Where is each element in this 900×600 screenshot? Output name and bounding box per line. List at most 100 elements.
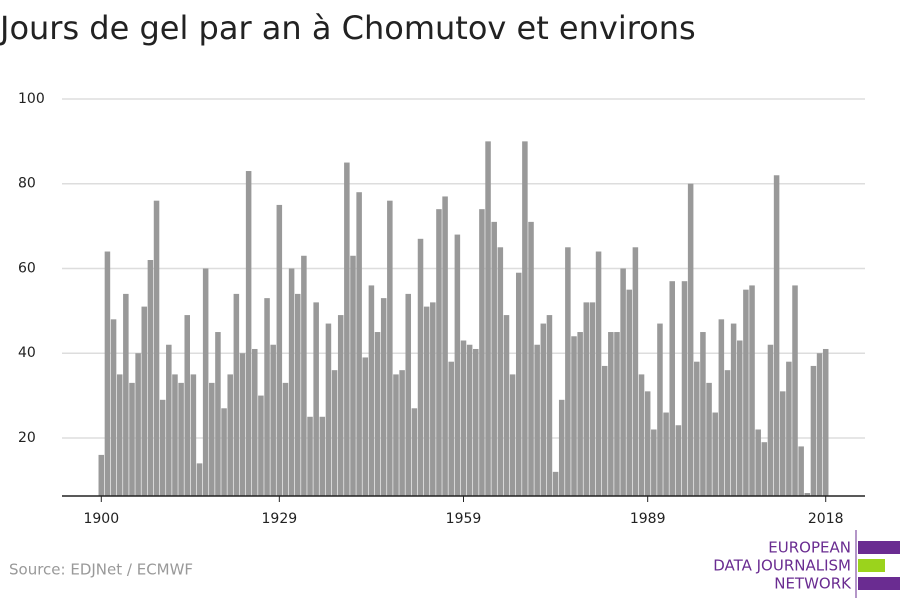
y-tick-label: 60 bbox=[18, 260, 36, 276]
bar bbox=[104, 251, 111, 496]
x-tick-label: 1900 bbox=[83, 511, 119, 527]
bar bbox=[98, 454, 105, 496]
bar bbox=[736, 340, 743, 496]
bar bbox=[387, 200, 393, 497]
bar bbox=[743, 289, 749, 496]
bar bbox=[767, 344, 774, 496]
bar bbox=[344, 162, 350, 496]
bar bbox=[196, 463, 203, 496]
bar bbox=[694, 361, 700, 496]
bar bbox=[307, 416, 313, 496]
bar bbox=[773, 175, 780, 496]
bar bbox=[810, 365, 817, 496]
bar bbox=[380, 298, 387, 496]
bar bbox=[245, 171, 252, 496]
source: Source: EDJNet / ECMWF bbox=[9, 561, 193, 579]
bar bbox=[571, 336, 577, 496]
bar bbox=[294, 293, 301, 496]
bar bbox=[497, 247, 504, 496]
x-tick-label: 1929 bbox=[262, 511, 298, 527]
bar bbox=[706, 382, 712, 496]
bar bbox=[374, 332, 381, 496]
bar bbox=[405, 293, 412, 496]
bar bbox=[546, 315, 553, 496]
bar bbox=[730, 323, 737, 496]
y-tick-label: 40 bbox=[18, 345, 36, 361]
bar bbox=[552, 471, 559, 496]
bar bbox=[123, 293, 129, 496]
bar bbox=[638, 374, 645, 496]
bar bbox=[442, 196, 448, 496]
bar bbox=[221, 408, 227, 496]
bar bbox=[669, 281, 675, 496]
bar bbox=[528, 221, 534, 497]
bar bbox=[491, 221, 497, 497]
bar bbox=[503, 315, 510, 496]
bar bbox=[337, 315, 344, 496]
bar bbox=[258, 395, 264, 496]
bar bbox=[540, 323, 547, 496]
bar bbox=[786, 361, 792, 496]
bar bbox=[644, 391, 651, 496]
bar bbox=[798, 446, 804, 496]
logo-bar bbox=[858, 577, 900, 590]
bar bbox=[301, 255, 307, 496]
bar bbox=[239, 353, 246, 496]
bar bbox=[436, 209, 442, 496]
bar bbox=[816, 353, 823, 496]
bar bbox=[423, 306, 430, 496]
bar bbox=[252, 348, 258, 496]
logo-bar bbox=[858, 541, 900, 554]
chart-title: Jours de gel par an à Chomutov et enviro… bbox=[0, 9, 696, 47]
bar bbox=[178, 382, 184, 496]
bar bbox=[319, 416, 326, 496]
bar bbox=[558, 399, 565, 496]
bar bbox=[399, 370, 405, 496]
bar bbox=[651, 429, 657, 496]
bar bbox=[724, 370, 731, 496]
bar bbox=[141, 306, 148, 496]
bar bbox=[460, 340, 467, 496]
bar bbox=[626, 289, 633, 496]
bar bbox=[110, 319, 117, 496]
bar bbox=[166, 344, 172, 496]
bar bbox=[264, 298, 270, 496]
bar bbox=[601, 365, 608, 496]
bar bbox=[657, 323, 663, 496]
bar bbox=[779, 391, 786, 496]
bar bbox=[331, 370, 338, 496]
bar bbox=[448, 361, 454, 496]
bar bbox=[534, 344, 540, 496]
bar bbox=[135, 353, 141, 496]
bar bbox=[700, 332, 706, 496]
bar bbox=[632, 247, 639, 496]
bar bbox=[276, 204, 283, 496]
bar bbox=[595, 251, 602, 496]
bar bbox=[202, 268, 209, 496]
bar bbox=[792, 285, 798, 496]
bar bbox=[614, 332, 620, 496]
bar bbox=[190, 374, 197, 496]
bar bbox=[215, 332, 221, 496]
bar bbox=[479, 209, 485, 496]
bar bbox=[411, 408, 418, 496]
bar bbox=[184, 315, 191, 496]
bar bbox=[227, 374, 233, 496]
bar bbox=[755, 429, 761, 496]
bar bbox=[325, 323, 332, 496]
bar bbox=[129, 382, 135, 496]
bar bbox=[270, 344, 276, 496]
bar bbox=[473, 348, 479, 496]
bar bbox=[430, 302, 436, 496]
bar bbox=[417, 238, 424, 496]
logo-text: NETWORK bbox=[774, 575, 852, 593]
bar bbox=[804, 493, 811, 496]
bar bbox=[147, 260, 154, 496]
bar bbox=[749, 285, 755, 496]
bar bbox=[153, 200, 160, 497]
y-tick-label: 100 bbox=[18, 91, 45, 107]
bar bbox=[565, 247, 571, 496]
bar bbox=[313, 302, 319, 496]
bar bbox=[620, 268, 626, 496]
